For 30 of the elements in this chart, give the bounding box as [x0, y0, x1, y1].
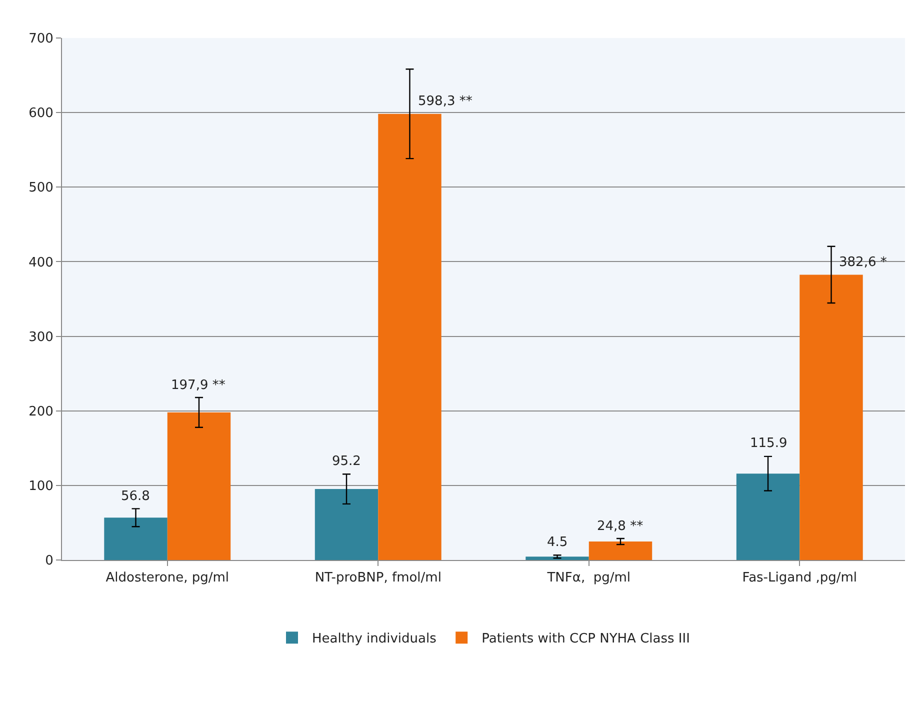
data-label: 24,8 ** [597, 519, 644, 534]
data-label: 95.2 [332, 454, 361, 469]
bar [167, 412, 231, 560]
bar [736, 474, 800, 560]
x-tick-label: TNFα, pg/ml [546, 570, 631, 586]
bar [588, 542, 652, 560]
data-label: 382,6 * [839, 255, 888, 270]
y-tick-label: 700 [28, 32, 54, 47]
data-label: 115.9 [750, 436, 788, 451]
y-tick-label: 600 [28, 106, 54, 122]
bar [800, 274, 863, 560]
x-tick-label: Fas-Ligand ,pg/ml [742, 570, 857, 586]
data-label: 197,9 ** [171, 378, 226, 393]
y-tick-label: 200 [28, 404, 54, 420]
y-tick-label: 300 [28, 330, 54, 345]
legend-label: Healthy individuals [312, 632, 437, 647]
data-label: 4.5 [547, 535, 568, 550]
bar [314, 489, 378, 560]
x-tick-label: Aldosterone, pg/ml [106, 570, 230, 586]
y-tick-label: 100 [28, 478, 54, 494]
x-tick-label: NT-proBNP, fmol/ml [314, 570, 442, 586]
y-tick-label: 400 [28, 255, 54, 270]
data-label: 598,3 ** [418, 94, 473, 109]
bar [378, 114, 442, 560]
data-label: 56.8 [121, 489, 150, 504]
bar [104, 518, 168, 560]
y-tick-label: 0 [45, 554, 54, 569]
bar [526, 556, 589, 560]
y-tick-label: 500 [28, 180, 54, 196]
legend-label: Patients with CCP NYHA Class III [482, 632, 690, 647]
